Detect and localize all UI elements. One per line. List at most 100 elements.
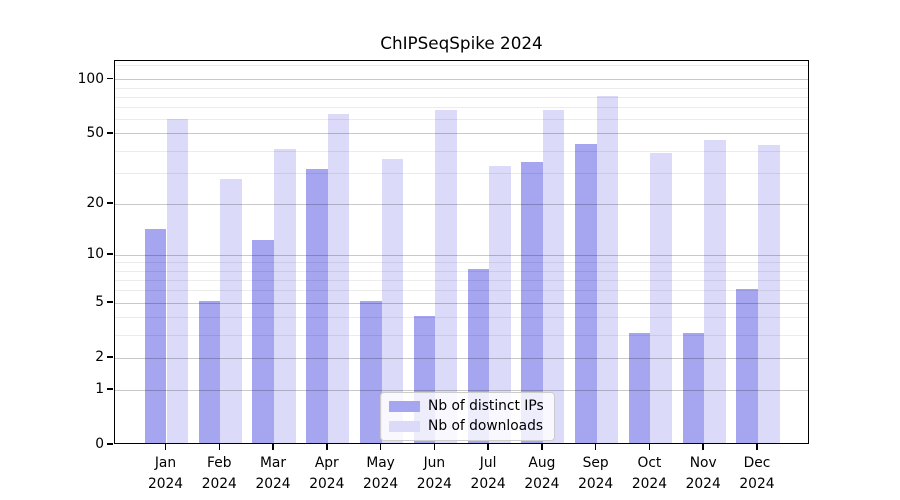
- legend-item-downloads: Nb of downloads: [389, 418, 544, 435]
- minor-gridline: [115, 290, 808, 292]
- bar-distinct-ips-mar: [252, 240, 275, 443]
- bar-downloads-apr: [327, 113, 350, 443]
- x-tick-label: Oct 2024: [614, 453, 684, 494]
- bar-downloads-jul: [489, 166, 511, 443]
- x-tick-label-year: 2024: [739, 475, 775, 492]
- y-tick-mark: [107, 388, 113, 390]
- minor-gridline: [115, 172, 808, 174]
- x-tick-mark: [594, 444, 597, 450]
- x-tick-mark: [702, 444, 704, 450]
- x-tick-mark: [164, 444, 167, 450]
- x-tick-label: Jul 2024: [453, 453, 523, 494]
- major-gridline: [115, 203, 808, 205]
- x-tick-label-year: 2024: [685, 475, 721, 492]
- x-tick-label-year: 2024: [255, 475, 291, 492]
- major-gridline: [115, 254, 808, 256]
- bar-downloads-nov: [704, 140, 726, 443]
- bar-distinct-ips-oct: [628, 333, 651, 443]
- bar-distinct-ips-sep: [575, 143, 597, 443]
- y-tick-label: 100: [77, 70, 104, 87]
- x-tick-label: Jun 2024: [399, 453, 469, 494]
- x-tick-label: Aug 2024: [507, 453, 577, 494]
- x-tick-label-year: 2024: [309, 475, 345, 492]
- x-tick-mark: [648, 444, 651, 450]
- legend-label-downloads: Nb of downloads: [428, 418, 544, 434]
- y-tick-mark: [107, 443, 113, 445]
- x-tick-label: Feb 2024: [184, 453, 254, 494]
- major-gridline: [115, 357, 808, 359]
- x-tick-label: Apr 2024: [292, 453, 362, 494]
- legend-label-distinct-ips: Nb of distinct IPs: [428, 398, 544, 414]
- minor-gridline: [115, 262, 808, 264]
- bar-downloads-jan: [166, 118, 189, 443]
- bar-downloads-mar: [274, 149, 296, 443]
- x-tick-mark: [487, 444, 489, 450]
- x-tick-label-year: 2024: [147, 475, 184, 492]
- y-tick-mark: [107, 301, 113, 303]
- y-tick-mark: [107, 253, 113, 255]
- major-gridline: [115, 133, 808, 135]
- minor-gridline: [115, 150, 808, 152]
- x-tick-mark: [541, 444, 543, 450]
- y-tick-label: 50: [86, 124, 104, 141]
- bar-distinct-ips-jan: [144, 228, 167, 443]
- minor-gridline: [115, 87, 808, 89]
- bar-distinct-ips-may: [359, 301, 382, 443]
- x-tick-label-year: 2024: [631, 475, 667, 492]
- x-tick-label-year: 2024: [578, 475, 614, 492]
- bar-downloads-may: [381, 159, 404, 443]
- minor-gridline: [115, 317, 808, 319]
- major-gridline: [115, 302, 808, 304]
- x-tick-label-year: 2024: [470, 475, 506, 492]
- y-tick-mark: [107, 202, 113, 204]
- y-tick-mark: [107, 356, 113, 358]
- legend-item-distinct-ips: Nb of distinct IPs: [389, 398, 544, 415]
- x-tick-mark: [756, 444, 758, 450]
- bar-distinct-ips-feb: [198, 301, 221, 443]
- major-gridline: [115, 79, 808, 81]
- minor-gridline: [115, 119, 808, 121]
- x-tick-label: Jan 2024: [131, 453, 201, 494]
- legend-swatch-distinct-ips: [389, 401, 420, 412]
- y-tick-label: 20: [86, 195, 104, 212]
- minor-gridline: [115, 96, 808, 98]
- minor-gridline: [115, 270, 808, 272]
- y-tick-mark: [107, 77, 113, 80]
- x-tick-label-year: 2024: [524, 475, 560, 492]
- bar-downloads-jun: [435, 110, 457, 443]
- y-tick-mark: [107, 132, 113, 134]
- y-tick-label: 5: [95, 294, 104, 311]
- bar-distinct-ips-nov: [682, 333, 705, 443]
- minor-gridline: [115, 334, 808, 336]
- bar-distinct-ips-apr: [306, 168, 328, 443]
- x-tick-label: Dec 2024: [722, 453, 792, 494]
- plot-area: [114, 60, 809, 444]
- bar-downloads-dec: [757, 145, 780, 443]
- bar-downloads-feb: [220, 179, 242, 443]
- y-tick-label: 0: [95, 436, 104, 452]
- x-tick-mark: [272, 444, 274, 450]
- legend: Nb of distinct IPs Nb of downloads: [380, 392, 555, 441]
- x-tick-label-year: 2024: [363, 475, 399, 492]
- minor-gridline: [115, 107, 808, 109]
- bar-distinct-ips-aug: [521, 161, 543, 443]
- x-tick-label: Sep 2024: [561, 453, 631, 494]
- x-tick-mark: [379, 444, 382, 450]
- bar-distinct-ips-dec: [736, 289, 758, 443]
- bar-downloads-sep: [596, 96, 619, 443]
- minor-gridline: [115, 279, 808, 281]
- x-tick-label-year: 2024: [416, 475, 452, 492]
- x-tick-mark: [326, 444, 328, 450]
- x-tick-mark: [433, 444, 436, 450]
- bar-downloads-oct: [650, 153, 673, 443]
- x-tick-label-year: 2024: [201, 475, 237, 492]
- chart-title: ChIPSeqSpike 2024: [380, 33, 543, 53]
- x-tick-label: May 2024: [346, 453, 416, 494]
- y-tick-label: 10: [86, 246, 104, 263]
- legend-swatch-downloads: [389, 421, 420, 432]
- bar-downloads-aug: [542, 110, 565, 443]
- major-gridline: [115, 389, 808, 391]
- y-tick-label: 2: [95, 349, 104, 366]
- minor-gridline: [115, 64, 808, 66]
